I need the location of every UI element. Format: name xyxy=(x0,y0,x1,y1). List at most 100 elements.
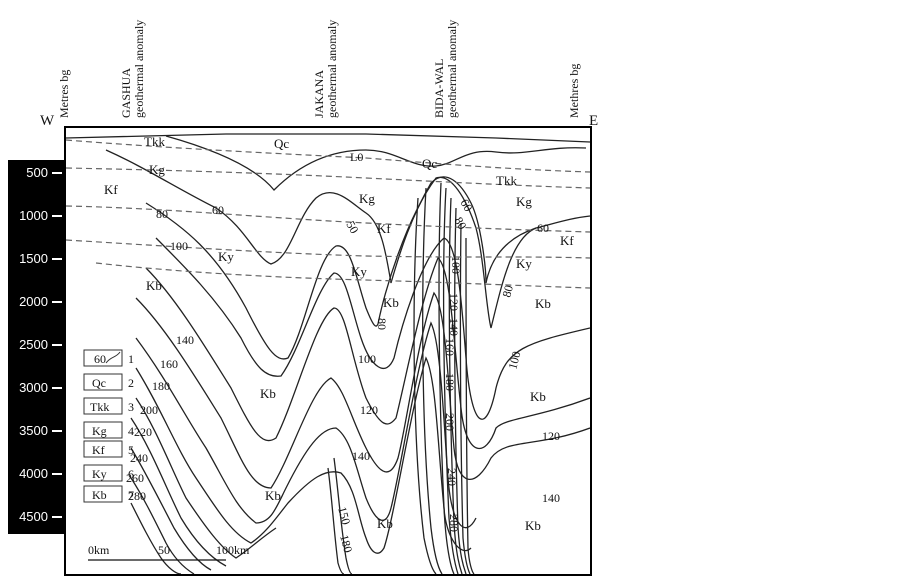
legend-box xyxy=(83,421,123,439)
depth-tick-label: 1500 xyxy=(19,251,48,266)
legend-symbol: Qc xyxy=(92,376,106,390)
scale-label-mid: 50 xyxy=(158,543,170,557)
anomaly-name-jakana: JAKANA xyxy=(312,70,326,118)
depth-tick-label: 2000 xyxy=(19,294,48,309)
isotherm-label: 60 xyxy=(457,197,475,214)
anomaly-name-gashua: GASHUA xyxy=(119,67,133,118)
isotherm-label: 120 xyxy=(447,293,461,311)
anomaly-sub-jakana: geothermal anomaly xyxy=(325,19,339,118)
isotherm-label: 80 xyxy=(499,284,516,299)
isotherm-label: 80 xyxy=(451,215,469,232)
boundary-kb xyxy=(95,262,591,289)
bidawal-contour xyxy=(459,222,471,575)
g-element xyxy=(65,139,591,289)
legend-symbol: 60 xyxy=(94,352,106,366)
isotherm-label: 260 xyxy=(126,471,144,485)
surface-line xyxy=(65,133,591,143)
depth-scale-bar: 500 1000 1500 2000 2500 3000 3500 4000 4… xyxy=(8,160,66,534)
g-element xyxy=(65,133,591,575)
jakana-contour xyxy=(333,457,353,575)
isotherm-label: 280 xyxy=(447,514,461,532)
label-kb-left: Kb xyxy=(146,278,162,293)
boundary-tkk xyxy=(65,139,591,173)
isotherm-label: 280 xyxy=(128,489,146,503)
cross-section-svg: Tkk Qc Qc Kg Kf Tkk Kg Kg Kf Kf Ky Ky Ky… xyxy=(65,133,591,575)
isotherm-label: L0 xyxy=(350,150,363,164)
isotherm-label: 150 xyxy=(335,505,353,526)
label-kg-right: Kg xyxy=(516,194,532,209)
legend: 60 1 Qc 2 Tkk 3 Kg 4 Kf 5 Ky 6 Kb 7 xyxy=(83,349,134,503)
isotherm-100 xyxy=(155,237,591,420)
depth-tick-label: 4000 xyxy=(19,466,48,481)
legend-number: 3 xyxy=(128,400,134,414)
depth-tick-label: 4500 xyxy=(19,509,48,524)
label-ky-right: Ky xyxy=(516,256,532,271)
left-axis-title: Metres bg xyxy=(57,69,71,118)
isotherm-label: 60 xyxy=(212,203,224,217)
depth-tick-mark xyxy=(52,430,62,432)
isotherm-label: 120 xyxy=(360,403,378,417)
isotherm-label: 50 xyxy=(343,219,361,236)
isotherm-label: 160 xyxy=(160,357,178,371)
legend-symbol: Tkk xyxy=(90,400,109,414)
legend-symbol: Ky xyxy=(92,467,107,481)
label-kf-left: Kf xyxy=(104,182,118,197)
legend-number: 7 xyxy=(128,488,134,502)
legend-box xyxy=(83,485,123,503)
anomaly-sub-gashua: geothermal anomaly xyxy=(132,19,146,118)
isotherm-label: 80 xyxy=(375,318,389,330)
label-tkk-right: Tkk xyxy=(496,173,517,188)
label-kb-bottom-right: Kb xyxy=(525,518,541,533)
legend-symbol: Kg xyxy=(92,424,107,438)
isotherm-label: 100 xyxy=(505,350,523,371)
label-kg-mid: Kg xyxy=(359,191,375,206)
label-qc: Qc xyxy=(274,136,289,151)
isotherm-label: 180 xyxy=(337,533,355,554)
label-kb-right: Kb xyxy=(535,296,551,311)
isotherm-180 xyxy=(135,356,472,554)
depth-tick-mark xyxy=(52,387,62,389)
boundary-ky xyxy=(65,239,591,259)
isotherm-label: 60 xyxy=(537,221,549,235)
label-kb-right2: Kb xyxy=(530,389,546,404)
boundary-kf xyxy=(65,205,591,233)
label-kb-center: Kb xyxy=(260,386,276,401)
isotherm-label: 240 xyxy=(445,468,459,486)
label-ky-mid: Ky xyxy=(351,264,367,279)
isotherm-260 xyxy=(130,477,195,575)
label-ky-left: Ky xyxy=(218,249,234,264)
west-label: W xyxy=(40,113,55,129)
legend-box xyxy=(83,349,123,367)
legend-number: 6 xyxy=(128,467,134,481)
label-kf-mid: Kf xyxy=(377,221,391,236)
boundary-kg xyxy=(65,167,591,189)
cross-section-frame: Tkk Qc Qc Kg Kf Tkk Kg Kg Kf Kf Ky Ky Ky… xyxy=(64,126,592,576)
isotherm-label: 140 xyxy=(176,333,194,347)
depth-tick-mark xyxy=(52,172,62,174)
legend-box xyxy=(83,440,123,458)
east-label: E xyxy=(589,113,599,129)
depth-tick-mark xyxy=(52,473,62,475)
isotherm-label: 140 xyxy=(352,449,370,463)
bidawal-contour xyxy=(442,187,459,575)
qc-base-isotherm xyxy=(165,135,587,191)
label-kb-bottom-mid: Kb xyxy=(377,516,393,531)
depth-tick-mark xyxy=(52,516,62,518)
legend-box xyxy=(83,373,123,391)
label-kb-bottom-left: Kb xyxy=(265,488,281,503)
isotherm-label: 140 xyxy=(447,318,461,336)
right-axis-title: Methres bg xyxy=(567,63,581,118)
bidawal-contour xyxy=(413,197,437,575)
depth-tick-label: 3000 xyxy=(19,380,48,395)
isotherm-140 xyxy=(135,291,591,489)
legend-box xyxy=(83,397,123,415)
scale-bar: 0km 50 100km xyxy=(88,543,250,561)
depth-tick-label: 3500 xyxy=(19,423,48,438)
isotherm-label: 240 xyxy=(130,451,148,465)
isotherm-200 xyxy=(135,397,277,559)
bidawal-contour xyxy=(422,187,443,575)
legend-number: 5 xyxy=(128,443,134,457)
label-kb-mid: Kb xyxy=(383,295,399,310)
isotherm-label: 220 xyxy=(134,425,152,439)
label-tkk-top: Tkk xyxy=(144,134,165,149)
